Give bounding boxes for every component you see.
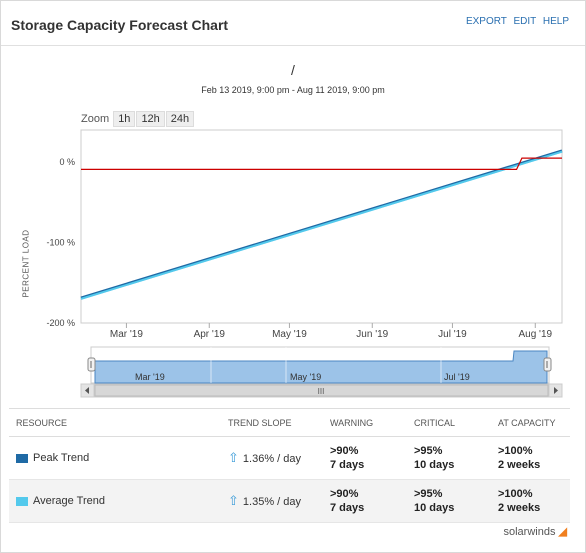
resource-name: Peak Trend (33, 452, 90, 464)
zoom-1h-button[interactable]: 1h (113, 111, 136, 127)
average-trend-swatch (16, 496, 28, 506)
zoom-controls: Zoom 1h 12h 24h (81, 111, 195, 127)
chart-subtitle: Feb 13 2019, 9:00 pm - Aug 11 2019, 9:00… (201, 85, 385, 95)
capacity-time: 2 weeks (498, 459, 541, 471)
table-row: Peak Trend ⇧ 1.36% / day >90% 7 days >95% 1… (9, 436, 570, 480)
solarwinds-logo: solarwinds ◢ (503, 526, 568, 538)
flame-icon: ◢ (558, 526, 567, 538)
edit-link[interactable]: EDIT (513, 16, 537, 27)
chart-title: / (291, 62, 295, 78)
navigator-label: Jul '19 (444, 372, 470, 382)
threshold-line (81, 157, 562, 171)
navigator-left-handle[interactable] (87, 357, 96, 372)
critical-time: 10 days (414, 459, 455, 471)
widget-title: Storage Capacity Forecast Chart (11, 17, 229, 33)
trend-slope: 1.35% / day (242, 496, 301, 508)
x-tick-label: Apr '19 (194, 329, 226, 340)
col-warning: WARNING (323, 408, 407, 437)
warning-threshold: >90% (330, 488, 359, 500)
x-tick-label: Mar '19 (110, 329, 143, 340)
zoom-12h-button[interactable]: 12h (136, 111, 165, 127)
col-critical: CRITICAL (407, 408, 491, 437)
help-link[interactable]: HELP (542, 16, 569, 27)
critical-time: 10 days (414, 502, 455, 514)
trend-table: RESOURCE TREND SLOPE WARNING CRITICAL AT… (9, 408, 570, 523)
arrow-right-icon (554, 387, 558, 394)
navigator-right-handle[interactable] (543, 357, 552, 372)
x-tick-label: Jul '19 (438, 329, 467, 340)
capacity-time: 2 weeks (498, 502, 541, 514)
average-trend-line (80, 150, 563, 300)
critical-threshold: >95% (414, 488, 443, 500)
zoom-24h-button[interactable]: 24h (165, 111, 195, 127)
peak-trend-swatch (16, 453, 28, 463)
export-link[interactable]: EXPORT (465, 16, 507, 27)
arrow-up-icon: ⇧ (228, 450, 239, 465)
forecast-chart: 0 % -100 % -200 % Mar '19 Apr '19 May '19 Jun… (46, 129, 563, 398)
navigator-label: Mar '19 (135, 372, 165, 382)
resource-name: Average Trend (33, 495, 105, 507)
warning-time: 7 days (330, 502, 365, 514)
table-header-row: RESOURCE TREND SLOPE WARNING CRITICAL AT… (9, 408, 570, 437)
arrow-left-icon (85, 387, 89, 394)
col-at-capacity: AT CAPACITY (491, 408, 570, 437)
navigator-label: May '19 (290, 372, 321, 382)
y-tick-label: -200 % (46, 318, 75, 328)
capacity-threshold: >100% (498, 445, 533, 457)
navigator: Mar '19 May '19 Jul '19 III (80, 346, 563, 398)
scroll-grip: III (318, 387, 325, 396)
x-tick-label: Jun '19 (356, 329, 388, 340)
y-tick-label: 0 % (59, 157, 75, 167)
critical-threshold: >95% (414, 445, 443, 457)
y-tick-label: -100 % (46, 238, 75, 248)
arrow-up-icon: ⇧ (228, 493, 239, 508)
capacity-threshold: >100% (498, 488, 533, 500)
trend-slope: 1.36% / day (242, 453, 301, 465)
col-resource: RESOURCE (9, 408, 221, 437)
table-row: Average Trend ⇧ 1.35% / day >90% 7 days >9… (9, 479, 570, 523)
x-tick-label: Aug '19 (518, 329, 552, 340)
col-trend-slope: TREND SLOPE (221, 408, 323, 437)
scroll-thumb[interactable] (94, 384, 549, 397)
x-tick-label: May '19 (272, 329, 307, 340)
header-actions: EXPORT EDIT HELP (462, 16, 569, 27)
zoom-label: Zoom (81, 113, 110, 125)
plot-area (80, 129, 563, 324)
warning-time: 7 days (330, 459, 365, 471)
warning-threshold: >90% (330, 445, 359, 457)
widget-header: Storage Capacity Forecast Chart EXPORT E… (1, 1, 585, 46)
